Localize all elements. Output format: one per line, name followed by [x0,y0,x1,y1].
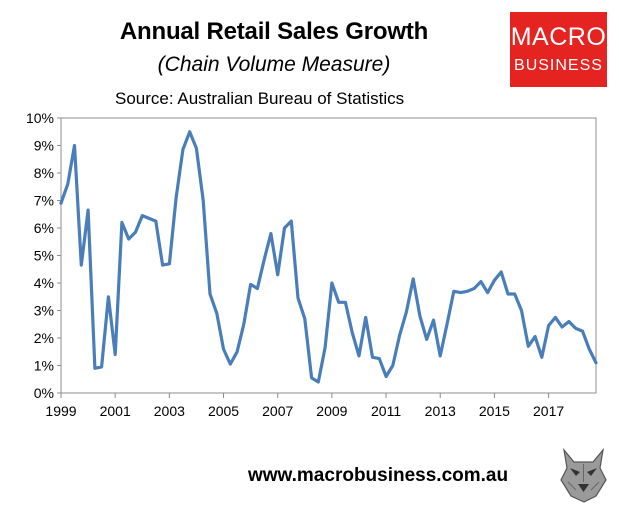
series-layer [59,130,598,384]
y-tick-label: 9% [34,138,54,154]
y-tick-label: 0% [34,385,54,401]
series-line-1 [59,130,598,384]
macrobusiness-logo: MACRO BUSINESS [510,12,607,87]
y-tick-label: 4% [34,275,54,291]
x-tick-label: 2005 [208,403,239,419]
y-axis: 0% 1% 2% 3% 4% 5% 6% 7% 8% 9% 10% [26,110,61,401]
x-tick-label: 2011 [371,403,401,419]
y-tick-label: 8% [34,165,54,181]
chart-subtitle: (Chain Volume Measure) [157,53,391,76]
chart-source: Source: Australian Bureau of Statistics [115,89,405,108]
line-chart: 0% 1% 2% 3% 4% 5% 6% 7% 8% 9% 10% 1999 2001 2003 2005… [26,110,598,419]
wolf-icon [556,446,611,504]
x-tick-label: 2009 [316,403,347,419]
logo-line-2: BUSINESS [514,57,603,74]
x-tick-label: 2001 [100,403,131,419]
logo-line-1: MACRO [510,23,607,51]
x-tick-label: 1999 [45,403,76,419]
y-tick-label: 5% [34,248,54,264]
y-tick-label: 1% [34,358,54,374]
plot-area [60,117,597,394]
y-tick-label: 6% [34,220,54,236]
website-url: www.macrobusiness.com.au [248,465,509,486]
y-tick-label: 3% [34,303,54,319]
x-axis: 1999 2001 2003 2005 2007 2009 2011 2013 2015 2017 [45,393,564,419]
x-tick-label: 2003 [154,403,185,419]
y-tick-label: 10% [26,110,54,126]
y-tick-label: 7% [34,193,54,209]
x-tick-label: 2015 [479,403,510,419]
y-tick-label: 2% [34,330,54,346]
x-tick-label: 2007 [262,403,293,419]
x-tick-label: 2017 [533,403,564,419]
chart-title: Annual Retail Sales Growth [119,18,429,45]
plot-border [60,117,597,394]
x-tick-label: 2013 [425,403,456,419]
